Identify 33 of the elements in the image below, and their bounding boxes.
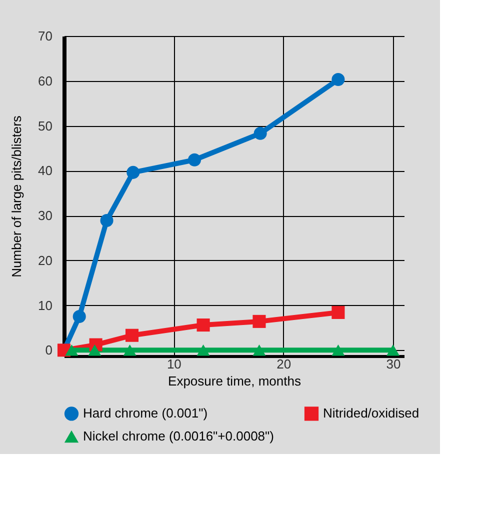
point (196, 344, 210, 356)
point (386, 344, 400, 356)
point (252, 344, 266, 356)
point (332, 73, 345, 86)
y-tick-label: 10 (38, 298, 52, 313)
y-tick-label: 60 (38, 73, 52, 88)
point (332, 344, 345, 356)
legend-label: Nickel chrome (0.0016"+0.0008") (83, 428, 274, 444)
x-tick-label: 30 (386, 356, 401, 372)
y-tick-label: 50 (38, 118, 52, 134)
x-tick-label: 10 (166, 356, 182, 372)
point (188, 153, 202, 166)
point (88, 344, 102, 356)
y-tick-label: 0 (45, 342, 52, 358)
point (252, 314, 266, 328)
point (65, 344, 78, 356)
point (332, 306, 345, 319)
y-tick-label: 20 (38, 252, 52, 268)
point (196, 318, 210, 332)
point (254, 126, 267, 140)
point (123, 344, 136, 356)
y-tick-label: 70 (38, 28, 52, 44)
y-tick-label: 30 (38, 208, 52, 224)
y-axis-title: Number of large pits/blisters (9, 115, 24, 278)
legend-label: Nitrided/oxidised (323, 406, 420, 421)
point (72, 310, 86, 324)
legend-label: Hard chrome (0.001") (83, 406, 208, 421)
x-tick-label: 20 (276, 356, 292, 372)
point (100, 214, 114, 227)
point (125, 328, 139, 342)
point (126, 166, 140, 179)
y-tick-label: 40 (38, 163, 52, 178)
x-axis-title: Exposure time, months (168, 374, 302, 388)
